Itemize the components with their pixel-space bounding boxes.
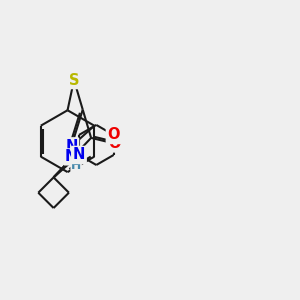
Text: S: S [69,73,79,88]
Text: N: N [73,148,85,163]
Text: N: N [65,139,77,154]
Text: O: O [108,136,120,151]
Text: N: N [64,149,77,164]
Text: O: O [107,128,120,142]
Text: H: H [71,159,81,172]
